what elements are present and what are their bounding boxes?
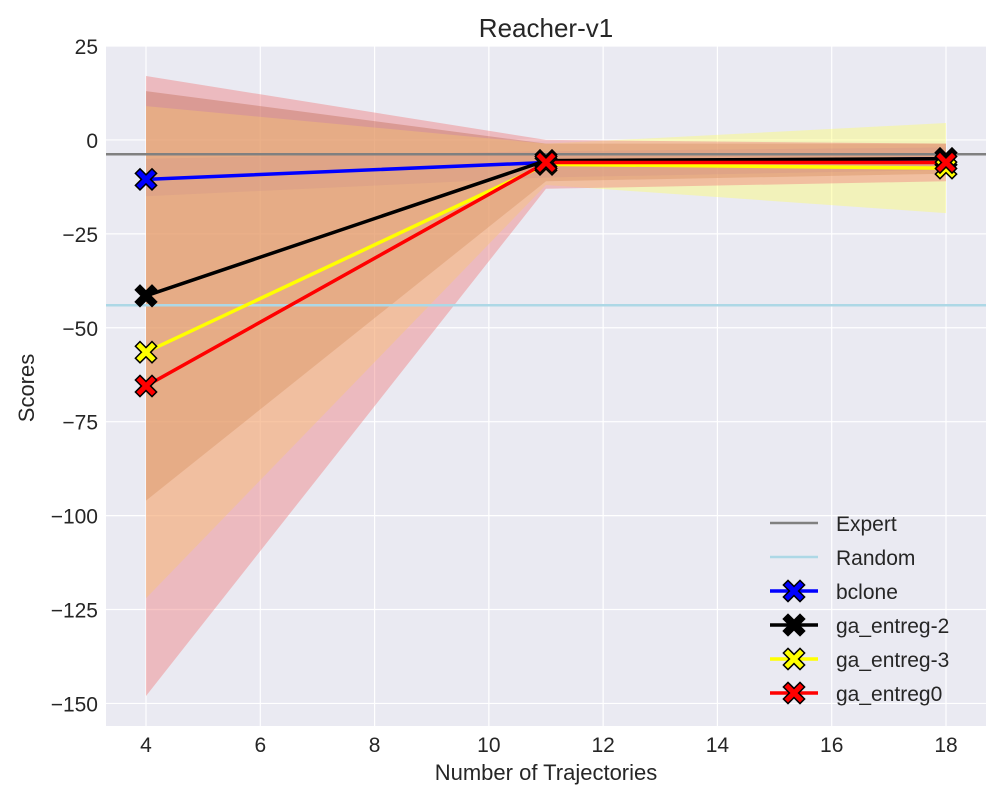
legend-label: ga_entreg0 (836, 683, 942, 706)
y-axis-label: Scores (14, 354, 39, 422)
legend-entry-ga_entreg0: ga_entreg0 (770, 681, 942, 706)
legend-marker-bclone (782, 579, 806, 603)
x-tick-label: 12 (591, 734, 614, 757)
marker-ga_entreg0 (134, 374, 158, 398)
x-tick-label: 4 (140, 734, 152, 757)
series-markers (134, 147, 958, 398)
marker-bclone (134, 167, 158, 192)
legend-marker-ga_entreg-3 (782, 647, 806, 671)
x-tick-label: 16 (820, 734, 843, 757)
legend-label: Random (836, 547, 915, 570)
legend-marker-ga_entreg0 (782, 681, 806, 705)
band-ga_entreg-2 (146, 91, 946, 501)
y-tick-label: −125 (51, 600, 98, 623)
marker-ga_entreg-3 (134, 340, 158, 364)
marker-ga_entreg0 (934, 150, 958, 175)
y-tick-label: 25 (75, 36, 98, 59)
x-tick-label: 6 (254, 734, 266, 757)
legend-entry-Expert: Expert (770, 513, 897, 536)
legend-label: Expert (836, 513, 897, 536)
reference-lines (106, 152, 986, 307)
x-tick-label: 14 (706, 734, 730, 757)
x-tick-label: 8 (369, 734, 381, 757)
band-ga_entreg0 (146, 76, 946, 696)
legend-label: ga_entreg-2 (836, 615, 949, 638)
y-tick-label: −150 (51, 693, 98, 716)
legend: Expert Random bclone ga_entreg-2 ga_entreg-3… (770, 513, 949, 706)
legend-label: bclone (836, 581, 898, 604)
y-tick-label: −50 (62, 318, 98, 341)
y-tick-labels: 25 0 −25 −50 −75 −100 −125 −150 (51, 36, 98, 716)
marker-ga_entreg-2 (134, 284, 158, 308)
chart-title: Reacher-v1 (479, 13, 613, 43)
x-tick-label: 10 (477, 734, 500, 757)
y-tick-label: 0 (86, 130, 98, 153)
x-axis-label: Number of Trajectories (435, 760, 658, 785)
legend-entry-ga_entreg-3: ga_entreg-3 (770, 647, 949, 672)
x-tick-label: 18 (934, 734, 957, 757)
y-tick-label: −75 (62, 412, 98, 435)
legend-marker-ga_entreg-2 (782, 613, 806, 637)
legend-entry-ga_entreg-2: ga_entreg-2 (770, 613, 949, 638)
x-tick-labels: 4 6 8 10 12 14 16 18 (140, 734, 958, 757)
y-tick-label: −25 (62, 224, 98, 247)
legend-entry-Random: Random (770, 547, 915, 570)
legend-label: ga_entreg-3 (836, 649, 949, 672)
legend-entry-bclone: bclone (770, 579, 898, 604)
marker-ga_entreg0 (534, 150, 558, 175)
y-tick-label: −100 (51, 506, 98, 529)
